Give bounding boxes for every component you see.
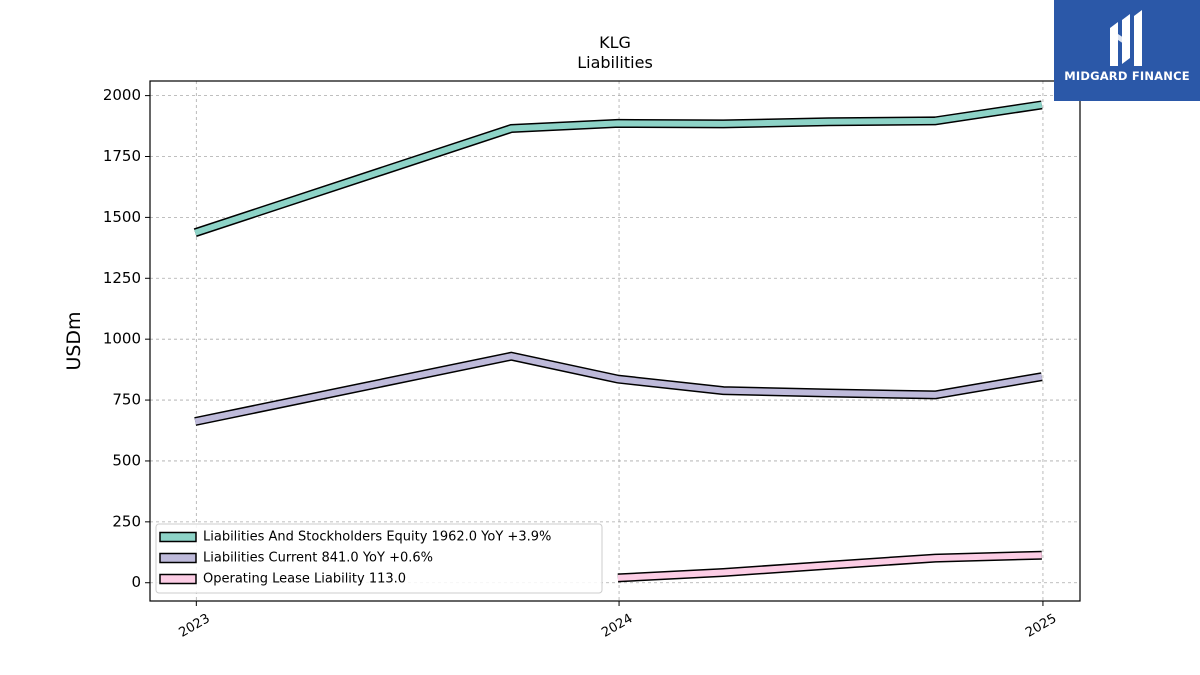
- logo-mark-icon: [1110, 10, 1142, 66]
- y-tick-label: 1750: [103, 147, 141, 165]
- y-tick-label: 1000: [103, 330, 141, 348]
- legend-swatch-0: [159, 531, 197, 543]
- x-tick-label: 2024: [599, 611, 635, 641]
- x-axis-ticks: 2023 2024 2025: [176, 601, 1059, 641]
- series-outline-1: [194, 351, 1043, 426]
- midgard-finance-logo: MIDGARD FINANCE: [1054, 0, 1200, 101]
- series-lines: [193, 100, 1043, 583]
- y-tick-label: 0: [131, 573, 141, 591]
- y-tick-label: 750: [112, 391, 141, 409]
- y-axis-ticks: 0 250 500 750 1000 1250 1500 1750 2000: [103, 86, 150, 591]
- y-tick-label: 1250: [103, 269, 141, 287]
- logo-text: MIDGARD FINANCE: [1064, 69, 1190, 83]
- y-tick-label: 1500: [103, 208, 141, 226]
- legend-entry-0: Liabilities And Stockholders Equity 1962…: [203, 530, 551, 545]
- y-tick-label: 250: [112, 512, 141, 530]
- legend-box: [155, 523, 603, 594]
- legend-swatch-2: [159, 573, 197, 585]
- x-tick-label: 2023: [176, 611, 212, 641]
- chart-subtitle: Liabilities: [577, 53, 653, 72]
- y-axis-label: USDm: [63, 311, 85, 370]
- legend-swatch-1: [159, 552, 197, 564]
- legend-entry-2: Operating Lease Liability 113.0: [203, 572, 406, 587]
- series-line-2: [617, 552, 1042, 581]
- y-tick-label: 2000: [103, 86, 141, 104]
- plot-frame: [149, 80, 1081, 602]
- legend: Liabilities And Stockholders Equity 1962…: [155, 523, 603, 594]
- series-line-0: [194, 101, 1043, 236]
- chart-title: KLG: [599, 33, 631, 52]
- y-tick-label: 500: [112, 451, 141, 469]
- x-tick-label: 2025: [1023, 611, 1059, 641]
- legend-entry-1: Liabilities Current 841.0 YoY +0.6%: [203, 551, 433, 566]
- series-line-1: [194, 353, 1043, 425]
- grid: [150, 81, 1080, 601]
